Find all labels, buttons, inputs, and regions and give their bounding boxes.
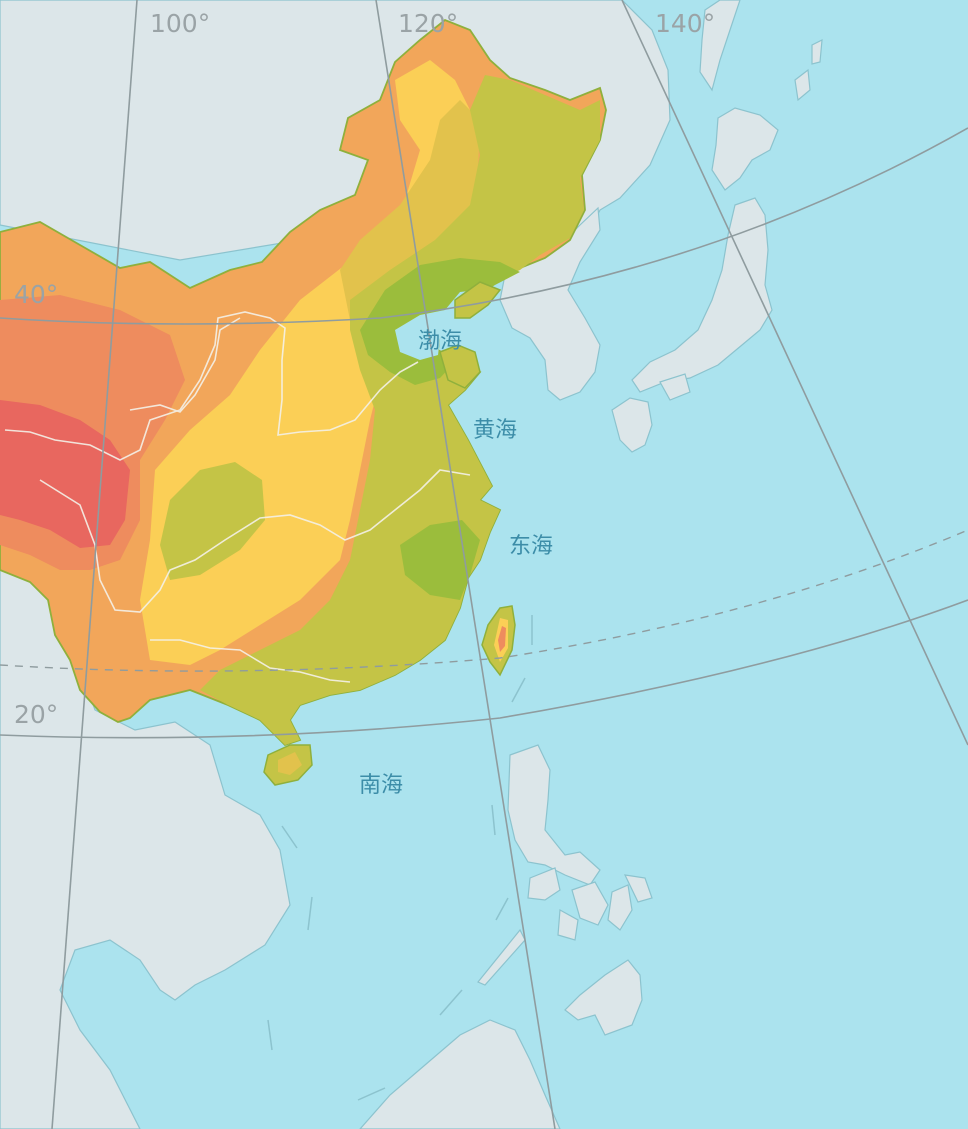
visayas-2 bbox=[571, 881, 609, 926]
border-line-1 bbox=[129, 317, 241, 413]
yangtze-river bbox=[39, 469, 471, 613]
meridian-100 bbox=[51, 0, 138, 1129]
zone-red bbox=[0, 400, 130, 548]
luzon bbox=[507, 744, 601, 886]
kuril-2 bbox=[811, 38, 823, 65]
japan-hokkaido bbox=[711, 107, 779, 191]
sea-label-bohai: 渤海 bbox=[418, 329, 462, 354]
label-lon-100: 100° bbox=[150, 9, 210, 38]
visayas-1 bbox=[527, 867, 561, 901]
boundary-5 bbox=[307, 896, 313, 931]
rivers bbox=[4, 311, 471, 683]
japan-shikoku bbox=[659, 373, 691, 401]
boundary-9 bbox=[495, 897, 509, 921]
zone-olive bbox=[200, 75, 600, 745]
china-climate-zones bbox=[0, 18, 607, 747]
japan-kyushu bbox=[611, 397, 653, 453]
sea-label-huanghai: 黄海 bbox=[473, 418, 517, 443]
sea-label-nanhai: 南海 bbox=[359, 773, 403, 798]
yellow-river bbox=[4, 311, 419, 461]
shandong bbox=[439, 344, 481, 389]
visayas-3 bbox=[607, 884, 633, 931]
southeast-asia bbox=[0, 559, 291, 1129]
maritime-boundaries bbox=[267, 615, 533, 1101]
visayas-4 bbox=[623, 874, 653, 903]
zone-olive-inland bbox=[160, 462, 265, 580]
kuril-1 bbox=[794, 68, 811, 102]
label-lat-40: 40° bbox=[14, 280, 58, 309]
taiwan bbox=[481, 605, 516, 677]
zone-green-southeast bbox=[400, 520, 480, 600]
sea-label-donghai: 东海 bbox=[509, 534, 553, 559]
boundary-3 bbox=[491, 804, 496, 836]
boundary-7 bbox=[439, 989, 463, 1016]
boundary-6 bbox=[267, 1019, 273, 1051]
sakhalin bbox=[699, 0, 741, 92]
tropic-of-cancer bbox=[0, 529, 968, 672]
boundary-8 bbox=[357, 1087, 386, 1101]
label-lon-140: 140° bbox=[655, 9, 715, 38]
label-lon-120: 120° bbox=[398, 9, 458, 38]
boundary-4 bbox=[281, 825, 298, 849]
mindanao bbox=[564, 959, 643, 1036]
hainan bbox=[263, 744, 313, 786]
label-lat-20: 20° bbox=[14, 700, 58, 729]
pearl-river bbox=[150, 639, 351, 683]
liaodong bbox=[454, 281, 502, 319]
meridian-120 bbox=[375, 0, 556, 1129]
visayas-5 bbox=[557, 909, 579, 941]
boundary-2 bbox=[511, 677, 526, 703]
parallel-40 bbox=[0, 127, 968, 325]
parallel-20 bbox=[0, 599, 968, 739]
